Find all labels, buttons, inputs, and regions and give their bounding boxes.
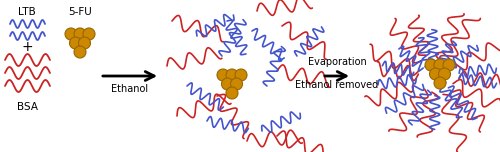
Text: Ethanol: Ethanol bbox=[112, 84, 148, 94]
Circle shape bbox=[438, 68, 450, 80]
Circle shape bbox=[70, 37, 82, 49]
Circle shape bbox=[222, 78, 234, 90]
Circle shape bbox=[434, 77, 446, 89]
Circle shape bbox=[83, 28, 95, 40]
Circle shape bbox=[74, 28, 86, 40]
Circle shape bbox=[74, 46, 86, 58]
Circle shape bbox=[230, 78, 242, 90]
Circle shape bbox=[217, 69, 229, 81]
Circle shape bbox=[226, 87, 238, 99]
Text: BSA: BSA bbox=[16, 102, 38, 112]
Text: LTB: LTB bbox=[18, 7, 36, 17]
Circle shape bbox=[443, 59, 455, 71]
Text: Evaporation: Evaporation bbox=[308, 57, 366, 67]
Text: Ethanol removed: Ethanol removed bbox=[296, 80, 378, 90]
Text: 5-FU: 5-FU bbox=[68, 7, 92, 17]
Circle shape bbox=[65, 28, 77, 40]
Circle shape bbox=[78, 37, 90, 49]
Circle shape bbox=[430, 68, 442, 80]
Circle shape bbox=[235, 69, 247, 81]
Text: +: + bbox=[21, 40, 33, 54]
Circle shape bbox=[425, 59, 437, 71]
Circle shape bbox=[434, 59, 446, 71]
Circle shape bbox=[226, 69, 238, 81]
